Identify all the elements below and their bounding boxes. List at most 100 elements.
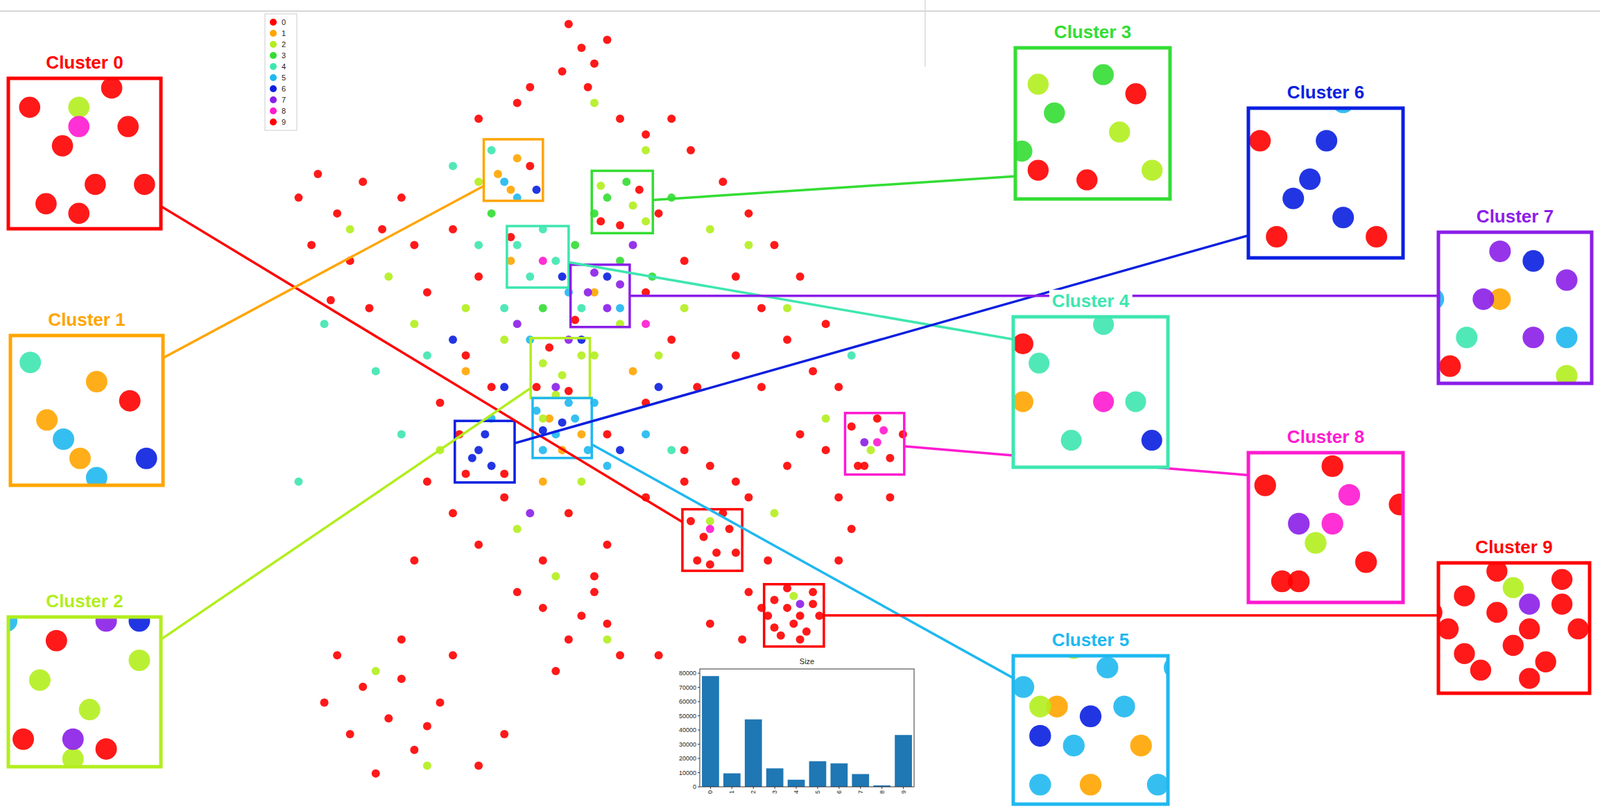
point bbox=[448, 225, 458, 234]
point bbox=[1321, 455, 1344, 478]
legend-label: 9 bbox=[281, 117, 286, 127]
point bbox=[808, 588, 817, 597]
point bbox=[506, 185, 515, 195]
point bbox=[641, 319, 650, 329]
point bbox=[603, 620, 612, 629]
x-tick-label: 0 bbox=[706, 790, 714, 795]
point bbox=[615, 114, 625, 123]
zoom-rect bbox=[591, 170, 653, 234]
legend-label: 6 bbox=[281, 84, 286, 93]
inset-points bbox=[1248, 108, 1404, 258]
point bbox=[667, 114, 676, 123]
point bbox=[487, 146, 496, 155]
point bbox=[62, 748, 84, 768]
inset-frame bbox=[1015, 47, 1171, 200]
point bbox=[397, 635, 406, 644]
zoom-rect bbox=[454, 420, 515, 483]
inset-bg bbox=[1015, 47, 1171, 200]
point bbox=[859, 438, 869, 447]
point bbox=[783, 604, 792, 613]
point bbox=[1522, 250, 1544, 272]
point bbox=[532, 185, 541, 195]
x-tick-label: 1 bbox=[728, 790, 736, 795]
bar bbox=[809, 761, 827, 788]
zoom-rect bbox=[764, 584, 824, 648]
point bbox=[545, 343, 554, 352]
inset-frame bbox=[8, 617, 161, 768]
title-bg bbox=[1049, 289, 1133, 313]
x-tick-label: 7 bbox=[857, 790, 865, 795]
point bbox=[35, 193, 57, 215]
point bbox=[577, 611, 586, 621]
point bbox=[525, 509, 535, 518]
bar-title: Size bbox=[799, 657, 815, 666]
point bbox=[67, 202, 90, 225]
point bbox=[1551, 569, 1573, 591]
point bbox=[423, 477, 432, 487]
point bbox=[654, 651, 664, 660]
point bbox=[1551, 593, 1573, 615]
point bbox=[1013, 333, 1034, 355]
point bbox=[1321, 513, 1344, 535]
inset-frame bbox=[8, 78, 161, 229]
point bbox=[500, 303, 509, 313]
inset-title: Cluster 9 bbox=[1475, 536, 1553, 558]
point bbox=[1027, 73, 1049, 95]
y-tick-label: 70000 bbox=[678, 684, 697, 692]
point bbox=[847, 422, 856, 431]
point bbox=[513, 99, 522, 108]
leader-line bbox=[652, 176, 1016, 200]
bar bbox=[830, 763, 848, 788]
point bbox=[615, 651, 625, 660]
point bbox=[19, 351, 41, 374]
point bbox=[551, 572, 560, 581]
point bbox=[1141, 429, 1163, 451]
point bbox=[796, 635, 805, 644]
point bbox=[313, 169, 322, 179]
point bbox=[603, 303, 612, 313]
point bbox=[1028, 353, 1050, 374]
point bbox=[538, 256, 548, 265]
point bbox=[52, 135, 74, 157]
inset-bg bbox=[8, 617, 161, 768]
point bbox=[135, 448, 158, 470]
point bbox=[409, 556, 419, 566]
title-bg bbox=[1284, 81, 1367, 104]
point bbox=[558, 272, 567, 281]
point bbox=[448, 162, 458, 171]
point bbox=[814, 611, 824, 621]
point bbox=[12, 728, 34, 751]
point bbox=[332, 209, 342, 218]
point bbox=[583, 288, 593, 297]
title-bg bbox=[1473, 205, 1557, 228]
point bbox=[551, 382, 560, 392]
point bbox=[1518, 593, 1540, 615]
point bbox=[821, 319, 831, 329]
point bbox=[706, 620, 715, 629]
y-tick-label: 50000 bbox=[678, 712, 697, 720]
legend-marker bbox=[269, 52, 277, 59]
y-tick-label: 0 bbox=[692, 783, 697, 791]
point bbox=[1338, 484, 1361, 506]
point bbox=[692, 556, 702, 566]
point bbox=[1029, 773, 1051, 796]
point bbox=[1147, 773, 1168, 796]
point bbox=[564, 635, 573, 644]
point bbox=[558, 418, 567, 427]
point bbox=[590, 268, 599, 277]
point bbox=[706, 525, 715, 534]
point bbox=[558, 371, 567, 380]
point bbox=[1486, 601, 1508, 623]
point bbox=[706, 560, 715, 569]
point bbox=[564, 398, 573, 408]
point bbox=[423, 351, 432, 360]
inset-title: Cluster 1 bbox=[47, 309, 125, 331]
point bbox=[513, 588, 522, 597]
inset-bg bbox=[1438, 563, 1590, 694]
zoom-rect bbox=[484, 139, 544, 202]
point bbox=[635, 185, 644, 195]
bar bbox=[701, 676, 720, 788]
point bbox=[358, 683, 367, 692]
point bbox=[641, 146, 650, 155]
point bbox=[590, 59, 599, 68]
